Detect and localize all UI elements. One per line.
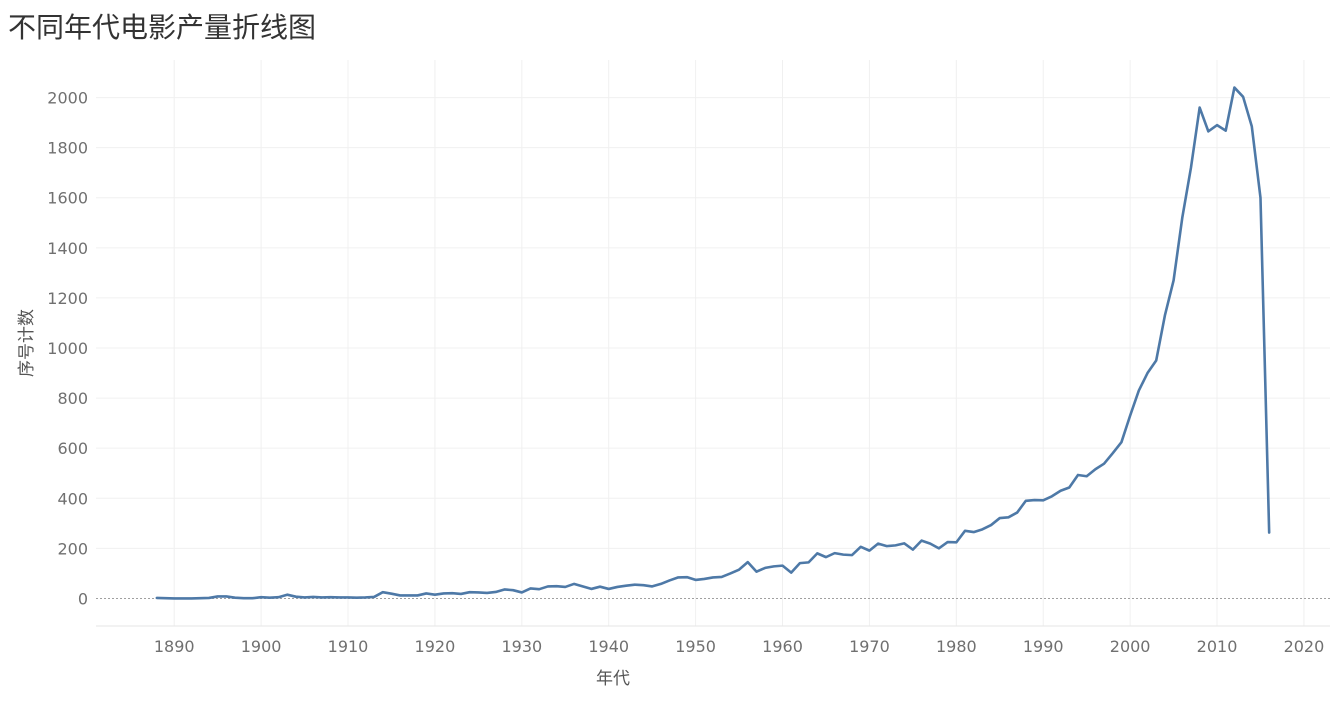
series-layer (155, 86, 1271, 600)
x-tick-label: 1990 (1023, 637, 1064, 656)
x-tick-label: 2000 (1110, 637, 1151, 656)
x-tick-label: 1930 (501, 637, 542, 656)
y-tick-label: 1200 (47, 289, 88, 308)
x-tick-label: 1980 (936, 637, 977, 656)
y-tick-label: 1000 (47, 339, 88, 358)
x-tick-label: 2010 (1197, 637, 1238, 656)
x-tick-label: 1920 (415, 637, 456, 656)
grid-lines (96, 60, 1330, 627)
x-tick-labels: 1890 1900 1910 1920 1930 1940 1950 1960 1970 1980… (154, 637, 1324, 656)
x-axis-label: 年代 (596, 669, 630, 689)
x-tick-label: 1950 (675, 637, 716, 656)
y-tick-label: 2000 (47, 89, 88, 108)
x-tick-label: 1890 (154, 637, 195, 656)
x-tick-label: 1960 (762, 637, 803, 656)
y-tick-label: 1400 (47, 239, 88, 258)
x-tick-label: 1940 (588, 637, 629, 656)
y-tick-label: 200 (57, 539, 88, 558)
chart-title: 不同年代电影产量折线图 (8, 11, 317, 44)
y-tick-label: 1600 (47, 189, 88, 208)
y-tick-label: 0 (78, 589, 88, 608)
y-tick-label: 1800 (47, 139, 88, 158)
x-tick-label: 2020 (1284, 637, 1325, 656)
y-axis-label: 序号计数 (17, 309, 37, 377)
x-tick-label: 1910 (328, 637, 369, 656)
y-tick-label: 400 (57, 489, 88, 508)
x-tick-label: 1900 (241, 637, 282, 656)
series-line (155, 86, 1271, 600)
y-tick-label: 600 (57, 439, 88, 458)
y-tick-label: 800 (57, 389, 88, 408)
y-tick-labels: 0 200 400 600 800 1000 1200 1400 1600 1800 2000 (47, 89, 88, 609)
x-tick-label: 1970 (849, 637, 890, 656)
